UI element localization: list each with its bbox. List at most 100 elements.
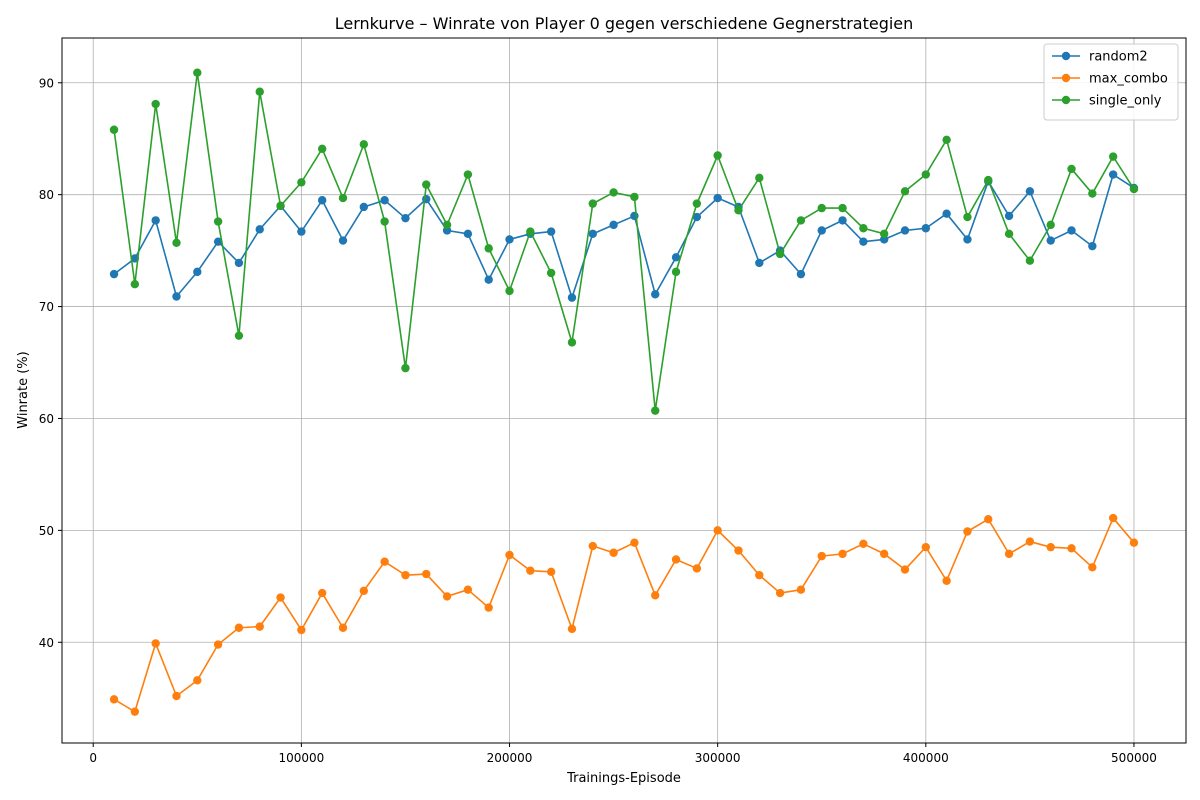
data-point-single-only bbox=[963, 212, 972, 222]
data-point-random2 bbox=[859, 237, 868, 246]
data-point-max-combo bbox=[172, 691, 181, 701]
x-tick-label: 200000 bbox=[487, 751, 533, 765]
data-point-single-only bbox=[1108, 152, 1118, 161]
data-point-max-combo bbox=[671, 555, 681, 564]
data-point-max-combo bbox=[213, 640, 223, 649]
data-point-max-combo bbox=[1025, 537, 1035, 546]
data-point-random2 bbox=[567, 293, 577, 302]
data-point-single-only bbox=[463, 170, 473, 179]
data-point-max-combo bbox=[276, 593, 285, 602]
data-point-single-only bbox=[109, 125, 119, 134]
data-point-max-combo bbox=[859, 539, 868, 549]
y-tick-label: 40 bbox=[39, 636, 54, 650]
data-point-random2 bbox=[796, 269, 806, 279]
data-point-max-combo bbox=[255, 622, 264, 631]
data-point-single-only bbox=[276, 201, 285, 211]
data-point-single-only bbox=[859, 224, 868, 233]
series-line-single-only bbox=[113, 71, 1135, 412]
x-tick-label: 100000 bbox=[278, 751, 324, 765]
data-point-max-combo bbox=[630, 538, 639, 547]
plot-area-frame bbox=[61, 37, 1187, 744]
data-point-max-combo bbox=[1067, 544, 1076, 553]
data-point-random2 bbox=[588, 229, 597, 239]
y-tick-label: 60 bbox=[39, 412, 54, 426]
data-point-max-combo bbox=[1129, 538, 1139, 547]
data-point-single-only bbox=[651, 406, 660, 415]
data-point-max-combo bbox=[942, 576, 951, 585]
data-point-random2 bbox=[942, 209, 951, 218]
data-point-random2 bbox=[317, 196, 327, 205]
data-point-single-only bbox=[380, 217, 389, 226]
data-point-random2 bbox=[401, 213, 410, 223]
data-point-single-only bbox=[1046, 220, 1055, 230]
y-tick-label: 70 bbox=[39, 300, 54, 314]
data-point-single-only bbox=[1004, 229, 1014, 239]
data-point-single-only bbox=[359, 140, 369, 149]
data-point-max-combo bbox=[609, 548, 618, 557]
data-point-max-combo bbox=[984, 514, 993, 524]
data-point-single-only bbox=[151, 99, 160, 109]
x-tick-label: 500000 bbox=[1111, 751, 1157, 765]
data-point-max-combo bbox=[442, 592, 452, 601]
legend-swatch-marker bbox=[1061, 51, 1071, 61]
data-point-max-combo bbox=[921, 542, 931, 552]
data-point-single-only bbox=[234, 331, 244, 340]
data-point-max-combo bbox=[193, 676, 202, 685]
data-point-random2 bbox=[651, 290, 660, 299]
data-point-max-combo bbox=[505, 550, 514, 560]
grid-lines bbox=[62, 38, 1186, 743]
data-point-random2 bbox=[1067, 226, 1076, 235]
data-point-random2 bbox=[1088, 241, 1097, 251]
data-point-single-only bbox=[671, 267, 681, 277]
data-point-random2 bbox=[713, 193, 722, 203]
data-point-random2 bbox=[1046, 236, 1055, 245]
data-point-single-only bbox=[442, 220, 452, 230]
data-point-max-combo bbox=[734, 546, 743, 555]
data-point-single-only bbox=[817, 203, 826, 213]
data-point-max-combo bbox=[692, 564, 702, 573]
data-point-max-combo bbox=[338, 623, 348, 632]
data-point-single-only bbox=[297, 178, 306, 187]
data-point-max-combo bbox=[1108, 513, 1118, 523]
data-point-random2 bbox=[963, 235, 972, 244]
data-point-single-only bbox=[213, 217, 223, 226]
data-point-random2 bbox=[505, 235, 514, 244]
data-point-max-combo bbox=[713, 526, 722, 535]
data-point-random2 bbox=[172, 292, 181, 301]
data-point-random2 bbox=[234, 258, 244, 268]
data-point-single-only bbox=[755, 173, 764, 183]
data-point-random2 bbox=[463, 229, 473, 239]
data-point-single-only bbox=[567, 338, 577, 347]
data-point-max-combo bbox=[775, 588, 785, 598]
data-point-single-only bbox=[338, 193, 348, 203]
x-axis-label: Trainings-Episode bbox=[566, 771, 681, 786]
data-point-max-combo bbox=[484, 603, 493, 612]
data-point-random2 bbox=[817, 226, 826, 235]
data-series bbox=[109, 68, 1139, 716]
data-point-single-only bbox=[921, 170, 931, 179]
data-point-max-combo bbox=[900, 565, 910, 574]
data-point-max-combo bbox=[317, 588, 327, 598]
data-point-random2 bbox=[1108, 170, 1118, 179]
legend-frame bbox=[1043, 43, 1179, 121]
data-point-max-combo bbox=[817, 551, 826, 561]
data-point-max-combo bbox=[463, 585, 473, 594]
data-point-single-only bbox=[630, 192, 639, 202]
series-line-max-combo bbox=[113, 517, 1135, 713]
data-point-random2 bbox=[609, 220, 618, 230]
data-point-random2 bbox=[338, 236, 348, 245]
y-axis-label: Winrate (%) bbox=[16, 351, 31, 428]
data-point-max-combo bbox=[1046, 542, 1055, 552]
data-point-max-combo bbox=[234, 623, 244, 632]
legend-item-max-combo: max_combo bbox=[1052, 72, 1168, 87]
x-tick-label: 0 bbox=[89, 751, 97, 765]
data-point-max-combo bbox=[879, 549, 889, 559]
data-point-max-combo bbox=[651, 591, 660, 600]
data-point-max-combo bbox=[359, 586, 369, 596]
legend: random2 max_combo single_only bbox=[1043, 43, 1179, 121]
data-point-random2 bbox=[380, 196, 389, 205]
data-point-single-only bbox=[484, 244, 493, 253]
data-point-single-only bbox=[984, 175, 993, 185]
data-point-random2 bbox=[109, 269, 119, 279]
data-point-max-combo bbox=[963, 527, 972, 536]
